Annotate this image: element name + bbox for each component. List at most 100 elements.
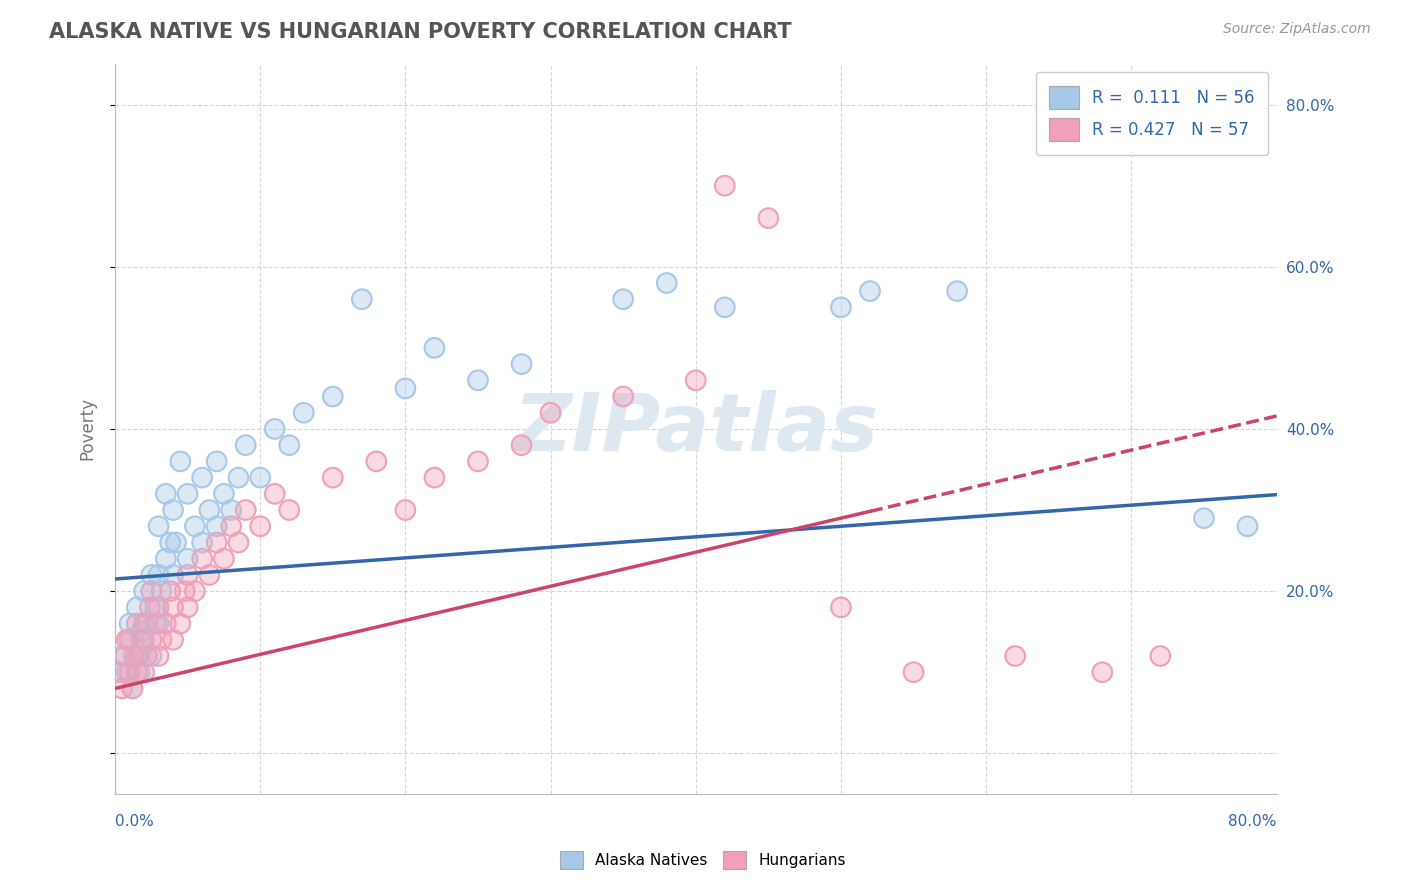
- Point: [176, 600, 198, 615]
- Point: [830, 600, 852, 615]
- Point: [141, 584, 163, 599]
- Point: [141, 648, 163, 663]
- Point: [612, 292, 634, 306]
- Point: [127, 648, 149, 663]
- Point: [263, 422, 285, 436]
- Point: [249, 470, 271, 484]
- Point: [191, 551, 214, 566]
- Point: [212, 487, 235, 501]
- Point: [205, 454, 228, 468]
- Point: [394, 381, 416, 395]
- Point: [830, 301, 852, 315]
- Point: [212, 551, 235, 566]
- Point: [150, 584, 173, 599]
- Point: [118, 665, 141, 680]
- Point: [162, 503, 184, 517]
- Point: [714, 178, 737, 193]
- Point: [278, 503, 301, 517]
- Point: [467, 454, 489, 468]
- Point: [714, 301, 737, 315]
- Point: [366, 454, 388, 468]
- Point: [212, 487, 235, 501]
- Point: [111, 681, 134, 696]
- Point: [128, 665, 150, 680]
- Point: [228, 470, 250, 484]
- Point: [128, 665, 150, 680]
- Point: [132, 632, 155, 647]
- Point: [115, 632, 138, 647]
- Point: [292, 406, 315, 420]
- Point: [394, 503, 416, 517]
- Point: [685, 373, 707, 387]
- Y-axis label: Poverty: Poverty: [79, 398, 96, 460]
- Point: [235, 503, 257, 517]
- Point: [1236, 519, 1258, 533]
- Point: [118, 665, 141, 680]
- Point: [150, 632, 173, 647]
- Point: [162, 600, 184, 615]
- Point: [263, 487, 285, 501]
- Point: [830, 301, 852, 315]
- Point: [205, 535, 228, 549]
- Point: [191, 470, 214, 484]
- Point: [111, 681, 134, 696]
- Point: [173, 584, 195, 599]
- Point: [191, 470, 214, 484]
- Point: [685, 373, 707, 387]
- Point: [145, 616, 167, 631]
- Point: [162, 632, 184, 647]
- Point: [205, 519, 228, 533]
- Point: [228, 535, 250, 549]
- Point: [141, 632, 163, 647]
- Point: [115, 665, 138, 680]
- Point: [141, 632, 163, 647]
- Point: [756, 211, 779, 226]
- Legend: R =  0.111   N = 56, R = 0.427   N = 57: R = 0.111 N = 56, R = 0.427 N = 57: [1036, 72, 1268, 154]
- Point: [510, 438, 533, 452]
- Point: [1149, 648, 1171, 663]
- Point: [125, 600, 148, 615]
- Point: [173, 584, 195, 599]
- Point: [859, 284, 882, 298]
- Point: [322, 390, 344, 404]
- Point: [145, 600, 167, 615]
- Point: [132, 616, 155, 631]
- Point: [198, 503, 221, 517]
- Point: [366, 454, 388, 468]
- Point: [205, 535, 228, 549]
- Point: [148, 519, 170, 533]
- Point: [212, 551, 235, 566]
- Point: [394, 381, 416, 395]
- Legend: Alaska Natives, Hungarians: Alaska Natives, Hungarians: [554, 845, 852, 875]
- Point: [125, 648, 148, 663]
- Point: [111, 648, 134, 663]
- Point: [159, 584, 181, 599]
- Point: [756, 211, 779, 226]
- Point: [946, 284, 969, 298]
- Point: [145, 616, 167, 631]
- Point: [278, 438, 301, 452]
- Point: [205, 454, 228, 468]
- Point: [540, 406, 562, 420]
- Point: [148, 648, 170, 663]
- Point: [125, 616, 148, 631]
- Point: [169, 616, 191, 631]
- Point: [115, 632, 138, 647]
- Point: [121, 681, 143, 696]
- Point: [145, 600, 167, 615]
- Point: [132, 665, 155, 680]
- Point: [155, 551, 177, 566]
- Point: [155, 616, 177, 631]
- Point: [132, 632, 155, 647]
- Point: [655, 276, 678, 290]
- Point: [198, 568, 221, 582]
- Point: [714, 178, 737, 193]
- Point: [176, 551, 198, 566]
- Point: [1192, 511, 1215, 525]
- Point: [1192, 511, 1215, 525]
- Point: [129, 624, 152, 639]
- Text: ALASKA NATIVE VS HUNGARIAN POVERTY CORRELATION CHART: ALASKA NATIVE VS HUNGARIAN POVERTY CORRE…: [49, 22, 792, 42]
- Point: [118, 632, 141, 647]
- Point: [1236, 519, 1258, 533]
- Point: [159, 584, 181, 599]
